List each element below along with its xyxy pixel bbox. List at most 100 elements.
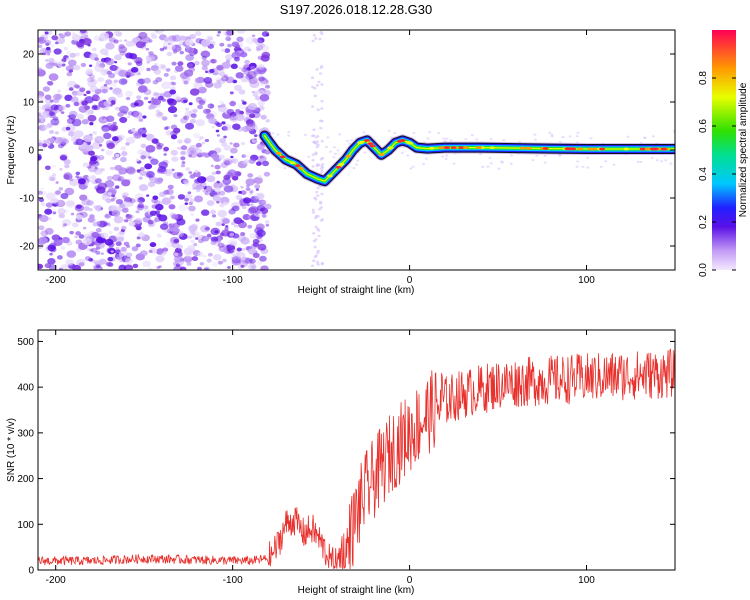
noise-point bbox=[265, 223, 270, 227]
noise-point bbox=[155, 109, 161, 114]
snr-ytick-label: 500 bbox=[17, 337, 34, 348]
noise-point bbox=[355, 163, 359, 166]
noise-point bbox=[89, 74, 95, 80]
noise-point bbox=[49, 176, 56, 182]
noise-point bbox=[311, 39, 315, 43]
noise-point bbox=[63, 174, 70, 180]
colorbar-label: Normalized spectral amplitude bbox=[738, 82, 749, 217]
noise-point bbox=[125, 136, 136, 144]
noise-point bbox=[236, 36, 244, 43]
noise-point bbox=[135, 82, 141, 87]
snr-xtick-label: 0 bbox=[407, 575, 413, 586]
frequency-track bbox=[258, 129, 675, 188]
noise-point bbox=[220, 103, 226, 108]
noise-point bbox=[94, 57, 99, 61]
noise-point bbox=[75, 171, 81, 176]
noise-point bbox=[215, 129, 220, 133]
noise-point bbox=[100, 167, 105, 172]
noise-point bbox=[195, 218, 200, 222]
spectrogram-x-ticks: -200 -100 0 100 bbox=[46, 30, 595, 286]
noise-point bbox=[126, 244, 131, 248]
noise-point bbox=[320, 83, 324, 86]
noise-point bbox=[65, 259, 74, 266]
noise-point bbox=[167, 106, 178, 114]
noise-point bbox=[128, 198, 136, 204]
noise-point bbox=[103, 132, 112, 140]
noise-point bbox=[257, 243, 267, 251]
noise-point bbox=[52, 173, 57, 177]
noise-point bbox=[90, 78, 95, 82]
noise-point bbox=[200, 209, 210, 216]
noise-point bbox=[93, 167, 103, 175]
noise-point bbox=[183, 115, 188, 119]
noise-point bbox=[195, 142, 202, 148]
noise-point bbox=[576, 160, 580, 163]
noise-point bbox=[110, 81, 117, 87]
noise-point bbox=[60, 34, 66, 39]
noise-point bbox=[74, 52, 81, 57]
noise-point bbox=[312, 33, 316, 37]
spectrogram-xtick-label: 0 bbox=[407, 275, 413, 286]
noise-point bbox=[87, 217, 95, 223]
noise-point bbox=[442, 137, 446, 140]
noise-point bbox=[137, 127, 147, 135]
noise-point bbox=[131, 129, 135, 132]
noise-point bbox=[68, 114, 76, 120]
noise-point bbox=[61, 63, 66, 67]
noise-point bbox=[213, 181, 223, 189]
noise-point bbox=[318, 207, 322, 211]
noise-point bbox=[81, 198, 91, 206]
noise-point bbox=[55, 199, 66, 208]
noise-point bbox=[38, 190, 43, 195]
noise-point bbox=[105, 261, 112, 267]
spectrogram-ytick-label: 10 bbox=[23, 98, 35, 109]
noise-point bbox=[412, 131, 416, 135]
noise-point bbox=[260, 114, 267, 120]
noise-point bbox=[400, 151, 404, 155]
noise-point bbox=[243, 118, 247, 121]
noise-point bbox=[111, 136, 119, 142]
noise-point bbox=[173, 114, 178, 118]
noise-point bbox=[210, 58, 217, 64]
noise-point bbox=[428, 131, 432, 134]
noise-point bbox=[336, 149, 340, 152]
noise-point bbox=[500, 160, 504, 163]
noise-point bbox=[135, 199, 141, 203]
noise-point bbox=[221, 75, 229, 82]
noise-point bbox=[315, 260, 320, 264]
noise-point bbox=[127, 62, 132, 66]
noise-point bbox=[179, 35, 187, 41]
noise-point bbox=[75, 138, 84, 146]
noise-point bbox=[201, 152, 207, 157]
noise-point bbox=[437, 131, 441, 135]
snr-plot-area bbox=[38, 330, 675, 570]
noise-point bbox=[258, 199, 267, 206]
noise-point bbox=[99, 63, 106, 68]
noise-point bbox=[121, 225, 127, 231]
noise-point bbox=[125, 258, 133, 265]
noise-point bbox=[245, 119, 256, 127]
noise-point bbox=[234, 57, 240, 62]
noise-point bbox=[42, 86, 51, 92]
snr-x-label: Height of straight line (km) bbox=[298, 585, 415, 596]
noise-point bbox=[115, 246, 120, 250]
noise-point bbox=[195, 98, 200, 102]
noise-point bbox=[115, 198, 123, 205]
noise-point bbox=[257, 175, 262, 179]
noise-point bbox=[119, 50, 126, 56]
noise-point bbox=[664, 159, 668, 162]
noise-point bbox=[319, 30, 323, 34]
noise-point bbox=[156, 233, 162, 238]
noise-point bbox=[183, 137, 192, 144]
noise-point bbox=[200, 50, 211, 58]
noise-point bbox=[53, 122, 59, 126]
noise-point bbox=[114, 60, 118, 64]
noise-point bbox=[166, 51, 173, 57]
noise-point bbox=[497, 167, 501, 170]
noise-point bbox=[58, 213, 66, 219]
noise-point bbox=[550, 135, 554, 138]
noise-point bbox=[98, 143, 103, 147]
noise-point bbox=[199, 261, 205, 266]
noise-point bbox=[82, 162, 90, 168]
noise-point bbox=[204, 226, 210, 231]
